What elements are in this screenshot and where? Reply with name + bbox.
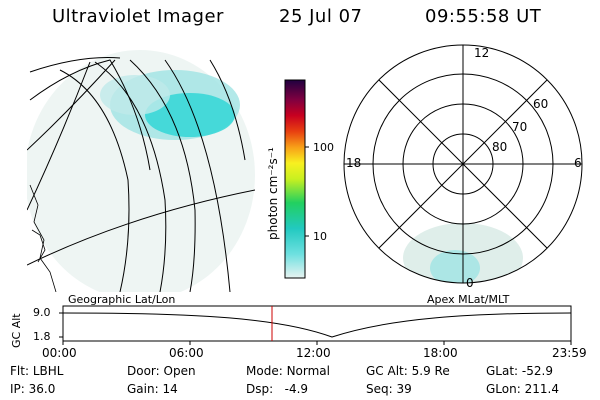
timeline-xtick: 00:00 bbox=[42, 346, 77, 360]
timeline-right-caption: Apex MLat/MLT bbox=[427, 293, 510, 306]
mlt-label-6: 6 bbox=[574, 156, 582, 170]
timeline-xtick: 23:59 bbox=[552, 346, 587, 360]
status-seq: Seq: 39 bbox=[366, 382, 412, 396]
status-gc-alt: GC Alt: 5.9 Re bbox=[366, 364, 450, 378]
timeline-xtick: 06:00 bbox=[169, 346, 204, 360]
colorbar-tick-label: 100 bbox=[313, 141, 334, 154]
timeline-xtick: 12:00 bbox=[296, 346, 331, 360]
timeline-left-caption: Geographic Lat/Lon bbox=[68, 293, 176, 306]
timeline-ytick: 1.8 bbox=[33, 330, 51, 343]
status-ip: IP: 36.0 bbox=[10, 382, 56, 396]
status-glat: GLat: -52.9 bbox=[486, 364, 553, 378]
mlt-label-0: 0 bbox=[466, 276, 474, 290]
color-bar bbox=[284, 79, 306, 279]
geographic-image bbox=[27, 50, 255, 292]
time-label: 09:55:58 UT bbox=[425, 6, 542, 27]
instrument-title: Ultraviolet Imager bbox=[52, 6, 224, 27]
lat-label-60: 60 bbox=[533, 97, 549, 111]
colorbar-tick-label: 10 bbox=[313, 230, 327, 243]
lat-label-70: 70 bbox=[512, 120, 528, 134]
polar-plot bbox=[343, 44, 583, 284]
mlt-label-18: 18 bbox=[346, 156, 362, 170]
timeline-ytick: 9.0 bbox=[33, 306, 51, 319]
timeline-panel bbox=[59, 305, 572, 345]
mlt-label-12: 12 bbox=[474, 46, 490, 60]
status-gain: Gain: 14 bbox=[127, 382, 178, 396]
status-flt: Flt: LBHL bbox=[10, 364, 64, 378]
timeline-xtick: 18:00 bbox=[423, 346, 458, 360]
colorbar-unit-label: photon cm⁻²s⁻¹ bbox=[266, 147, 280, 240]
lat-label-80: 80 bbox=[492, 140, 508, 154]
status-glon: GLon: 211.4 bbox=[486, 382, 559, 396]
status-door: Door: Open bbox=[127, 364, 196, 378]
timeline-ylabel: GC Alt bbox=[10, 313, 23, 348]
status-dsp: Dsp: -4.9 bbox=[246, 382, 309, 396]
status-mode: Mode: Normal bbox=[246, 364, 330, 378]
date-label: 25 Jul 07 bbox=[279, 6, 363, 27]
